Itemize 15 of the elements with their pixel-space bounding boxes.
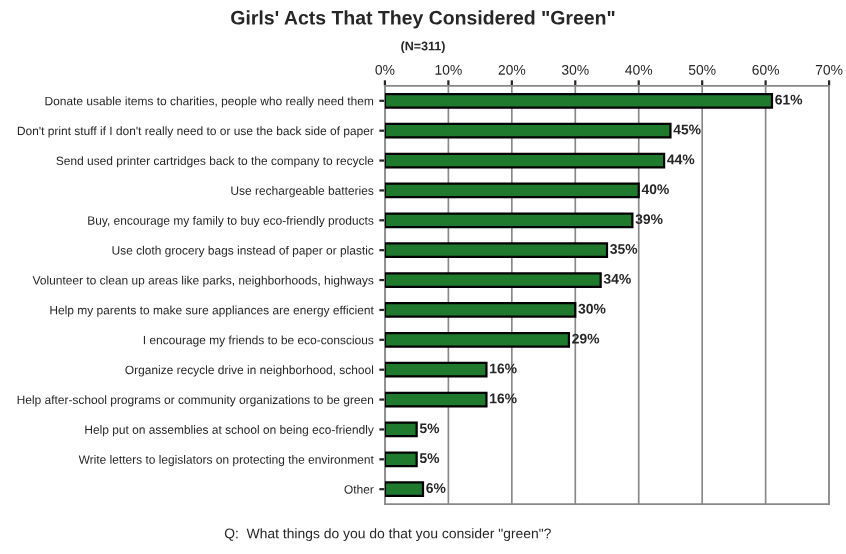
bar xyxy=(384,212,634,229)
bar xyxy=(384,152,666,169)
bar xyxy=(384,302,577,318)
bar xyxy=(384,182,640,199)
bar xyxy=(384,481,425,498)
bar xyxy=(384,122,672,139)
chart-title: Girls' Acts That They Considered "Green" xyxy=(231,10,615,29)
bar xyxy=(384,272,602,288)
bar xyxy=(384,361,488,378)
bar xyxy=(384,451,418,468)
bar xyxy=(384,92,774,109)
bar xyxy=(384,391,488,408)
bar xyxy=(384,421,418,438)
bar xyxy=(384,331,571,348)
bar xyxy=(384,242,609,259)
